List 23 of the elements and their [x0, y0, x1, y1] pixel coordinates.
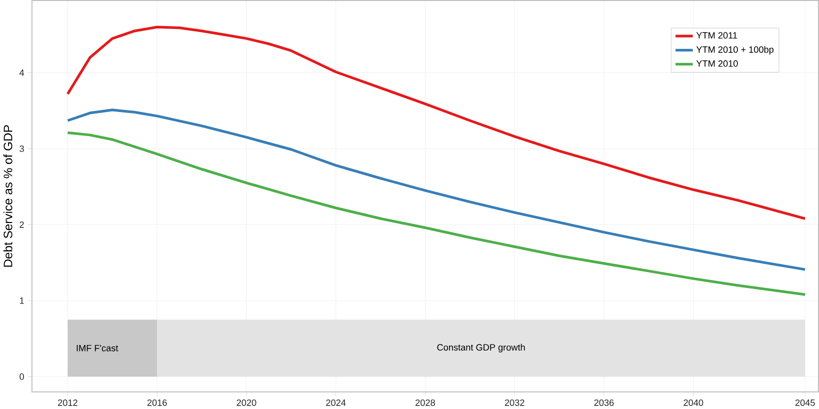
y-tick-label: 3 — [20, 145, 24, 152]
x-tick-label: 2040 — [684, 399, 704, 406]
line-series — [66, 108, 806, 271]
y-tick-label: 1 — [20, 297, 24, 304]
y-tick-label: 0 — [20, 373, 24, 380]
x-tick-label: 2020 — [236, 399, 256, 406]
y-axis-title: Debt Service as % of GDP — [3, 125, 12, 267]
band-label: IMF F'cast — [76, 344, 118, 352]
x-tick-label: 2016 — [147, 399, 167, 406]
x-tick-label: 2036 — [594, 399, 614, 406]
y-tick-label: 4 — [19, 69, 24, 76]
x-tick-label: 2012 — [58, 399, 78, 406]
y-tick-label: 2 — [20, 221, 24, 228]
legend-label: YTM 2011 — [696, 32, 738, 38]
x-tick-label: 2024 — [326, 399, 346, 406]
band-label: Constant GDP growth — [437, 344, 525, 352]
x-tick-label: 2032 — [504, 399, 524, 406]
x-tick-label: 2028 — [416, 399, 435, 406]
x-tick-label: 2045 — [795, 399, 815, 406]
line-series — [66, 131, 806, 296]
line-series — [66, 26, 806, 220]
legend-label: YTM 2010 — [696, 60, 738, 67]
legend-label: YTM 2010 + 100bp — [696, 46, 774, 54]
